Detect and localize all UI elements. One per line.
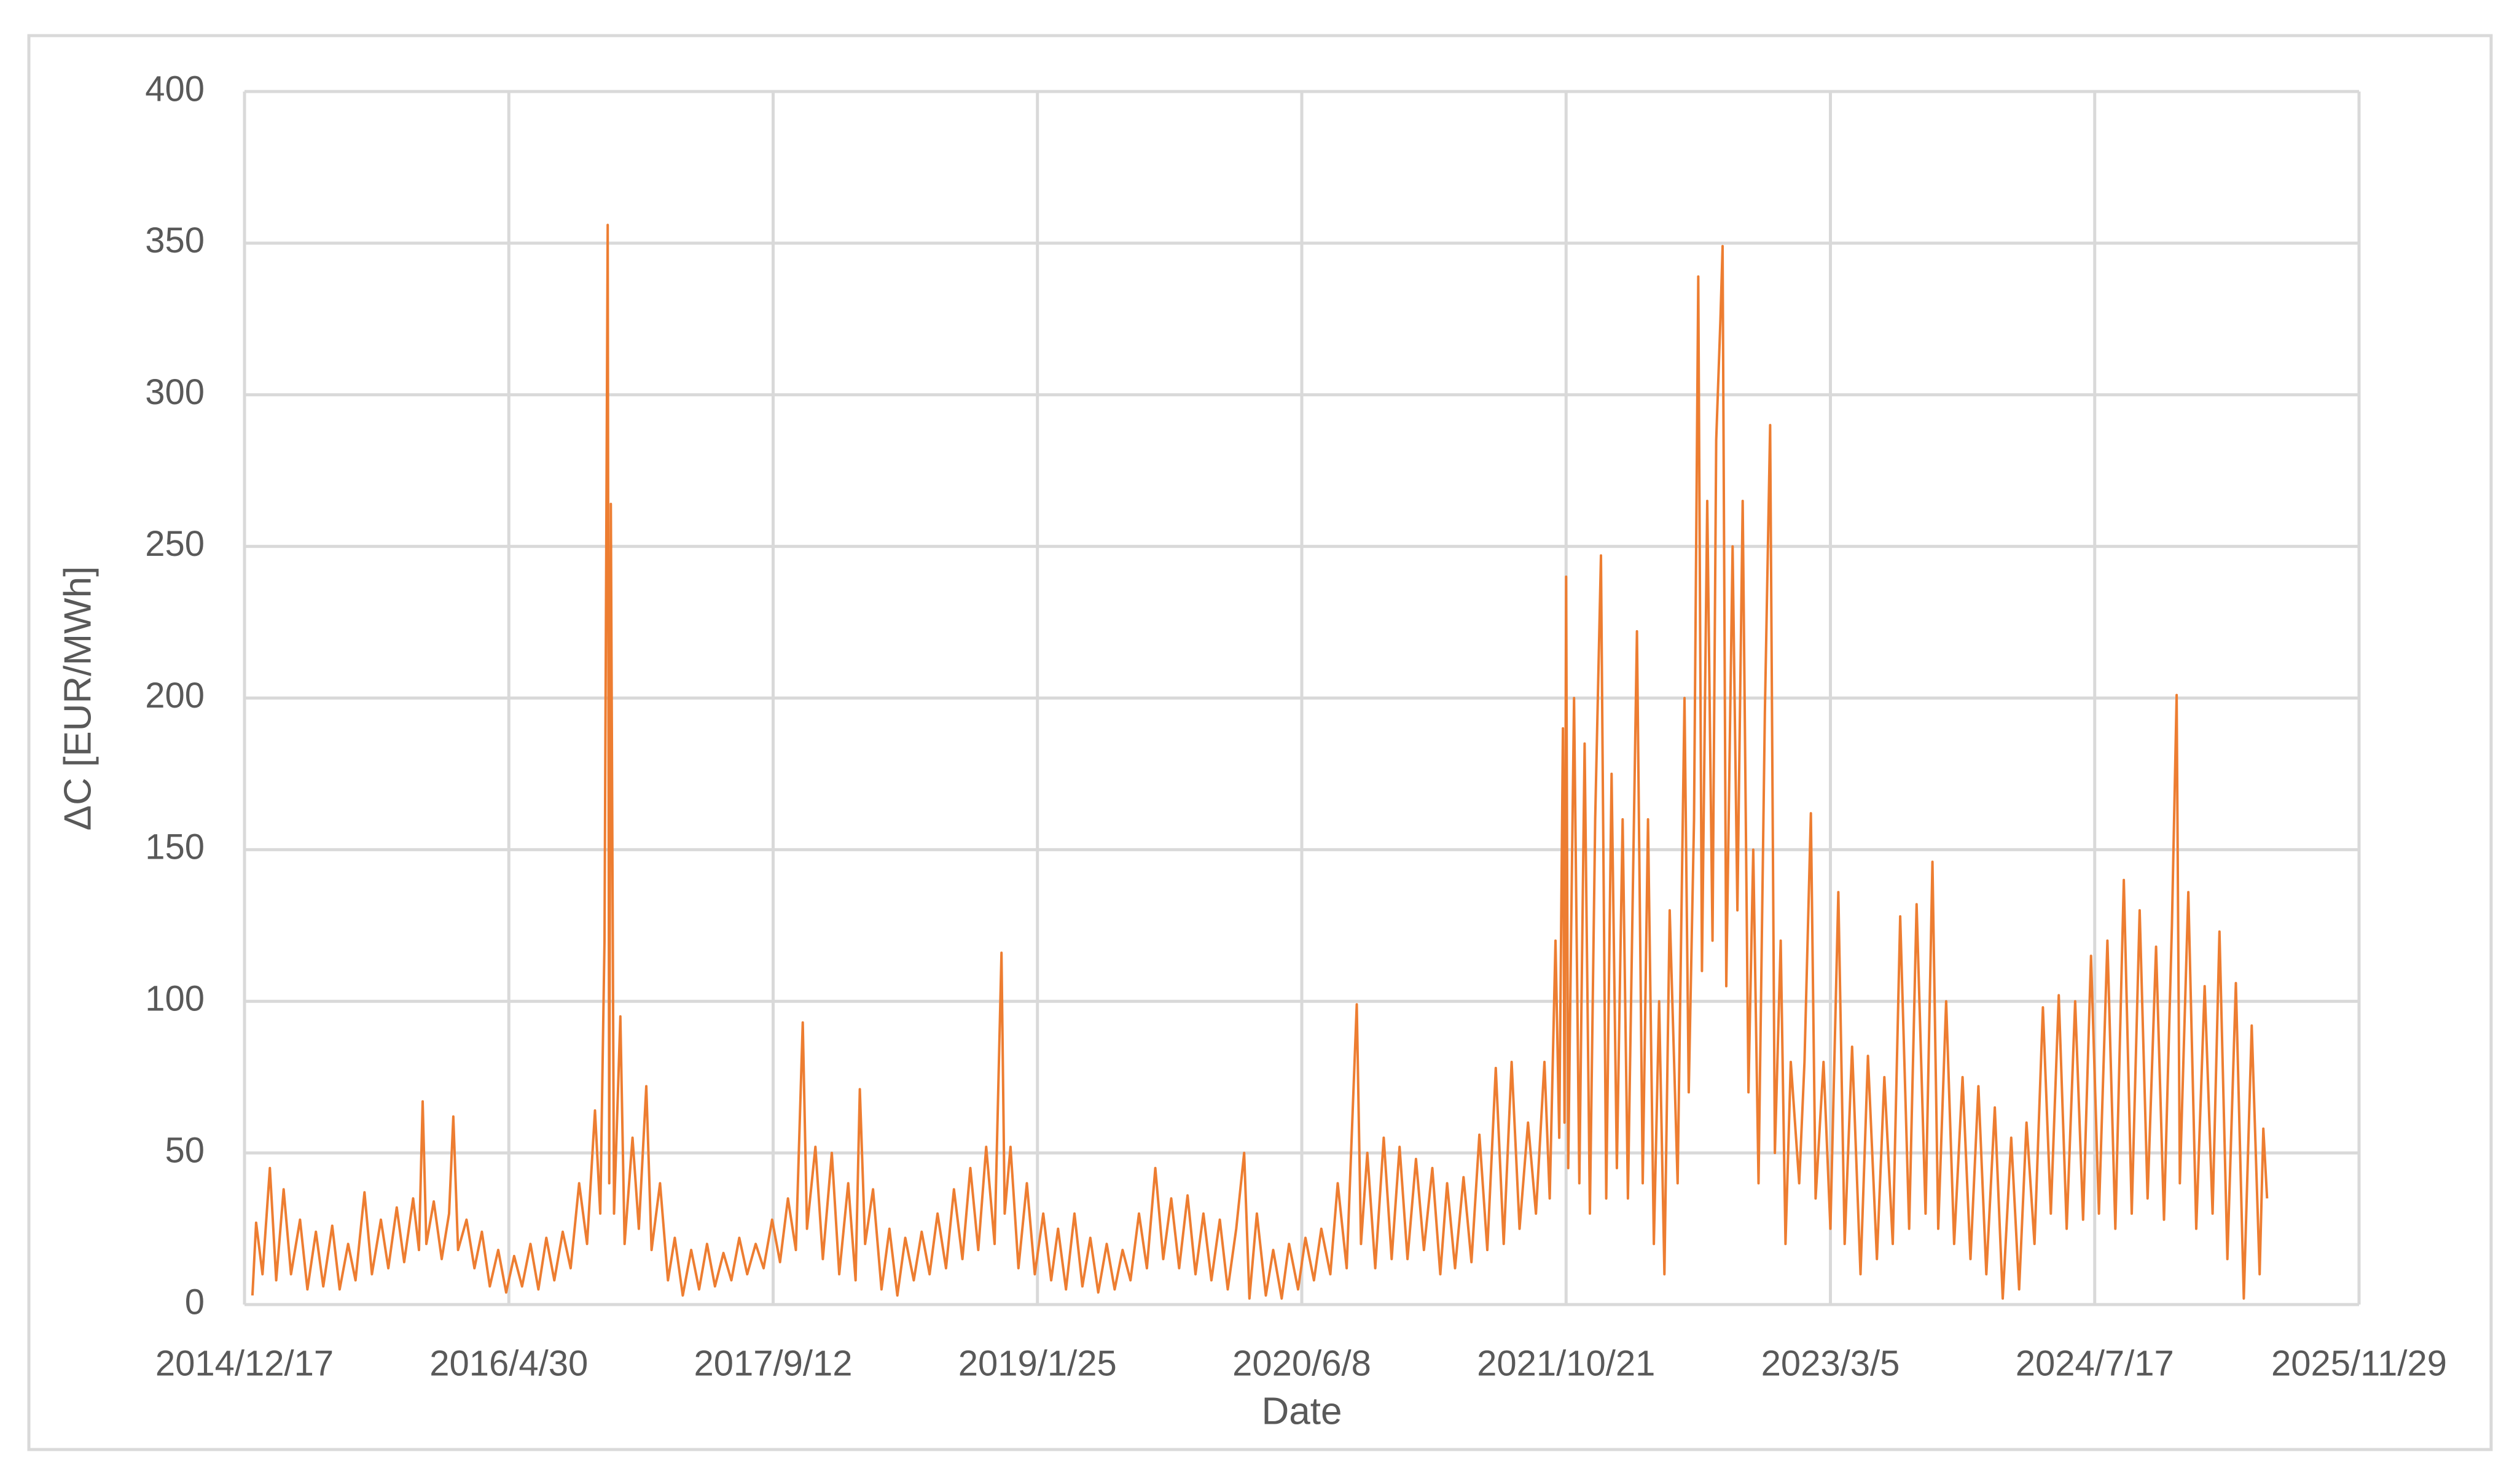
y-tick-label: 200 xyxy=(145,676,205,716)
x-tick-label: 2023/3/5 xyxy=(1761,1343,1900,1383)
x-tick-label: 2014/12/17 xyxy=(155,1343,334,1383)
y-tick-label: 50 xyxy=(165,1130,205,1170)
y-tick-label: 100 xyxy=(145,979,205,1019)
y-tick-label: 0 xyxy=(185,1282,205,1322)
x-tick-label: 2019/1/25 xyxy=(958,1343,1117,1383)
x-tick-label: 2021/10/21 xyxy=(1477,1343,1655,1383)
x-tick-label: 2024/7/17 xyxy=(2016,1343,2174,1383)
x-tick-label: 2017/9/12 xyxy=(694,1343,852,1383)
x-tick-label: 2020/6/8 xyxy=(1232,1343,1371,1383)
x-tick-label: 2016/4/30 xyxy=(429,1343,588,1383)
y-tick-label: 300 xyxy=(145,372,205,412)
chart-border xyxy=(27,34,2493,1451)
x-axis-title: Date xyxy=(1262,1390,1342,1432)
y-axis-title: ΔC [EUR/MWh] xyxy=(57,566,99,831)
data-line xyxy=(251,224,2269,1300)
y-tick-label: 250 xyxy=(145,524,205,564)
x-tick-label: 2025/11/29 xyxy=(2271,1343,2447,1383)
y-tick-label: 150 xyxy=(145,827,205,867)
y-tick-label: 350 xyxy=(145,220,205,260)
y-tick-label: 400 xyxy=(145,69,205,109)
